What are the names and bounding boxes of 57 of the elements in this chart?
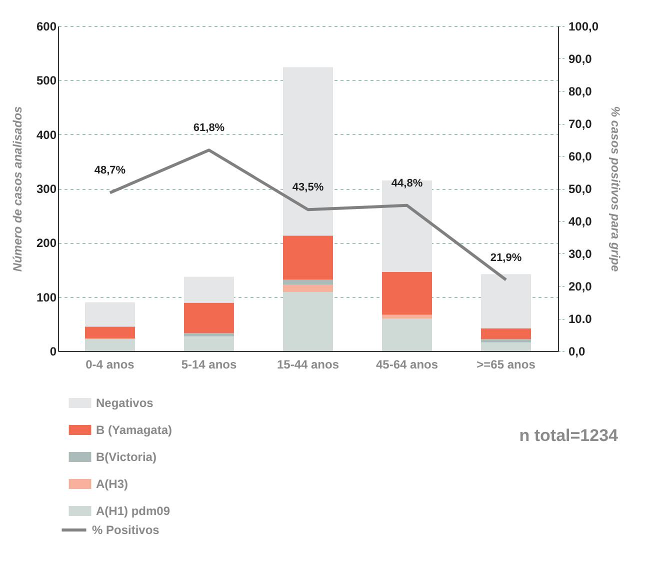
y2-tick-label: 50,0 xyxy=(568,182,592,196)
y-tick-label: 600 xyxy=(36,20,57,34)
y2-tick-label: 70,0 xyxy=(568,117,592,131)
y2-tick-label: 20,0 xyxy=(568,280,592,294)
bar xyxy=(283,292,333,351)
y2-tick-label: 30,0 xyxy=(568,247,592,261)
y-tick-label: 400 xyxy=(36,128,57,142)
y-tick-label: 0 xyxy=(50,344,57,358)
bar xyxy=(84,338,135,351)
text: n total=1234 xyxy=(519,426,619,445)
bar xyxy=(283,67,333,236)
y-tick-label: 100 xyxy=(36,290,57,304)
bar xyxy=(184,333,234,336)
y2-tick-label: 10.0 xyxy=(568,312,592,326)
bar xyxy=(283,280,333,285)
bar xyxy=(184,276,234,303)
y2-tick-label: 0,0 xyxy=(568,344,586,358)
bar xyxy=(84,326,135,339)
bar xyxy=(184,302,234,334)
x-tick-label: 5-14 anos xyxy=(181,358,237,372)
x-tick-label: 0-4 anos xyxy=(86,358,135,372)
bar xyxy=(382,180,432,272)
y2-tick-label: 60,0 xyxy=(568,150,592,164)
bar xyxy=(283,236,333,280)
data-label: 43,5% xyxy=(292,182,324,194)
data-label: 21,9% xyxy=(490,252,522,264)
y-tick-label: 300 xyxy=(36,182,57,196)
x-tick-label: >=65 anos xyxy=(476,358,536,372)
legend-label: A(H3) xyxy=(96,477,128,491)
data-label: 44,8% xyxy=(391,177,423,190)
legend-label: A(H1) pdm09 xyxy=(96,504,170,518)
bar xyxy=(481,274,532,328)
y2-tick-label: 80,0 xyxy=(568,84,592,98)
bar xyxy=(382,318,432,351)
y2-tick-label: 90,0 xyxy=(568,52,592,66)
legend-label: B(Victoria) xyxy=(96,450,156,464)
y-tick-label: 200 xyxy=(36,236,57,250)
bar xyxy=(184,336,234,351)
bar xyxy=(84,302,135,327)
y2-tick-label: 100,0 xyxy=(568,20,599,34)
bar xyxy=(382,314,432,318)
y-axis-title: Número de casos analisados xyxy=(10,106,24,272)
legend-label: Negativos xyxy=(96,396,154,410)
y2-tick-label: 40,0 xyxy=(568,214,592,228)
legend-label: B (Yamagata) xyxy=(96,423,172,437)
y-tick-label: 500 xyxy=(36,74,57,88)
bar xyxy=(481,339,532,342)
x-tick-label: 45-64 anos xyxy=(376,358,438,372)
bar xyxy=(283,284,333,292)
legend-label: % Positivos xyxy=(92,523,160,537)
x-tick-label: 15-44 anos xyxy=(276,358,340,372)
bar xyxy=(481,328,532,340)
bar xyxy=(481,342,532,351)
data-label: 61,8% xyxy=(193,122,225,134)
y2-axis-title: % casos positivos para gripe xyxy=(608,106,623,272)
bar xyxy=(382,272,432,315)
data-label: 48,7% xyxy=(94,164,126,177)
